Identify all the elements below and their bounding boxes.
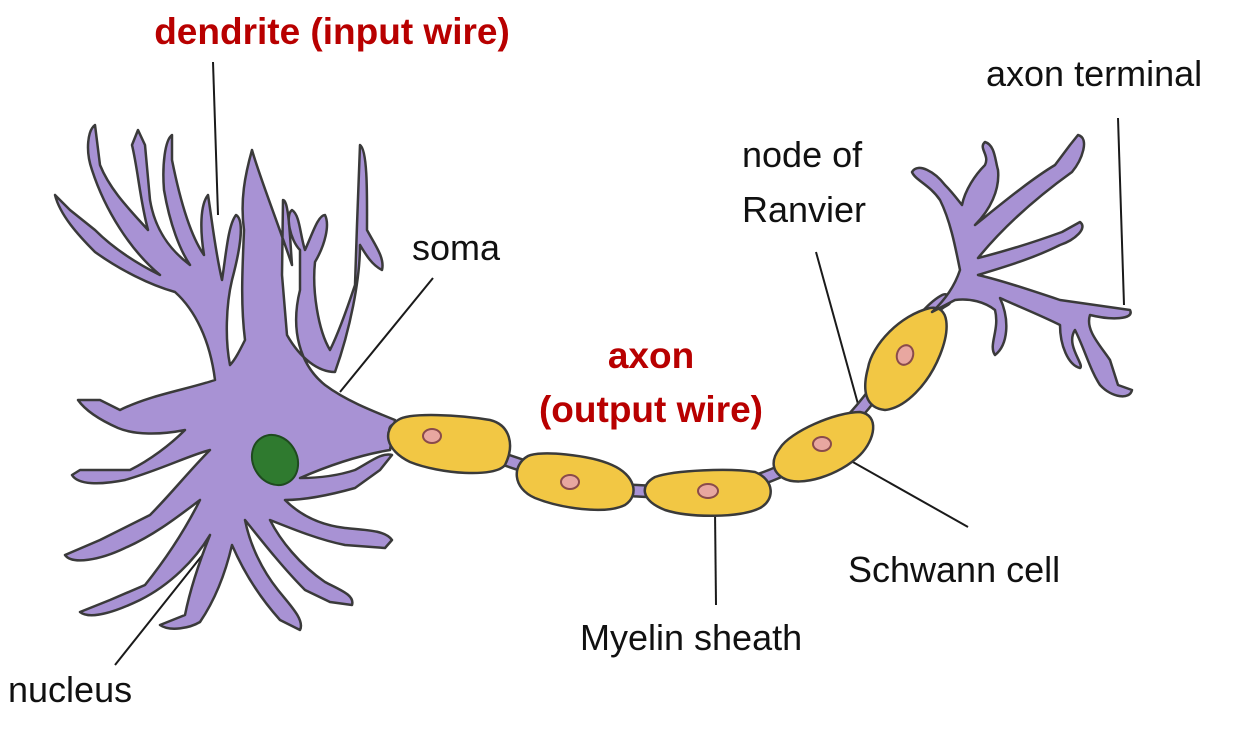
axon-label-line2: (output wire): [539, 389, 763, 430]
myelin-segment: [386, 413, 512, 475]
nucleus-label: nucleus: [8, 669, 132, 710]
neuron: [53, 123, 397, 632]
myelin-segment: [515, 452, 635, 512]
myelin-sheath-label: Myelin sheath: [580, 617, 802, 658]
schwann-nucleus: [812, 436, 832, 452]
node-of-ranvier-label-line2: Ranvier: [742, 189, 866, 230]
dendrite-label: dendrite (input wire): [154, 11, 510, 52]
myelin-segments: [386, 306, 948, 517]
myelin-leader: [714, 509, 717, 606]
soma-label: soma: [412, 227, 501, 268]
schwann-nucleus: [422, 428, 442, 444]
dendrite-leader: [212, 61, 219, 216]
schwann-cell-label: Schwann cell: [848, 549, 1060, 590]
axon-terminal-branches: [910, 133, 1134, 398]
myelin-segment: [864, 306, 948, 412]
axon-terminal-label: axon terminal: [986, 53, 1202, 94]
schwann-nucleus: [697, 483, 719, 499]
terminal-leader: [1117, 117, 1125, 306]
terminal-tree: [910, 133, 1134, 398]
schwann-nucleus: [560, 474, 580, 490]
node-of-ranvier-label-line1: node of: [742, 134, 863, 175]
myelin-segment: [643, 468, 772, 517]
cell-body: [53, 123, 397, 632]
myelin-segment: [772, 410, 875, 483]
node-leader: [815, 251, 859, 405]
soma-leader: [339, 277, 434, 393]
labels: dendrite (input wire) soma nucleus axon …: [8, 11, 1202, 710]
nucleus-shape: [250, 433, 300, 487]
axon-label-line1: axon: [608, 335, 694, 376]
schwann-nucleus: [895, 344, 915, 366]
